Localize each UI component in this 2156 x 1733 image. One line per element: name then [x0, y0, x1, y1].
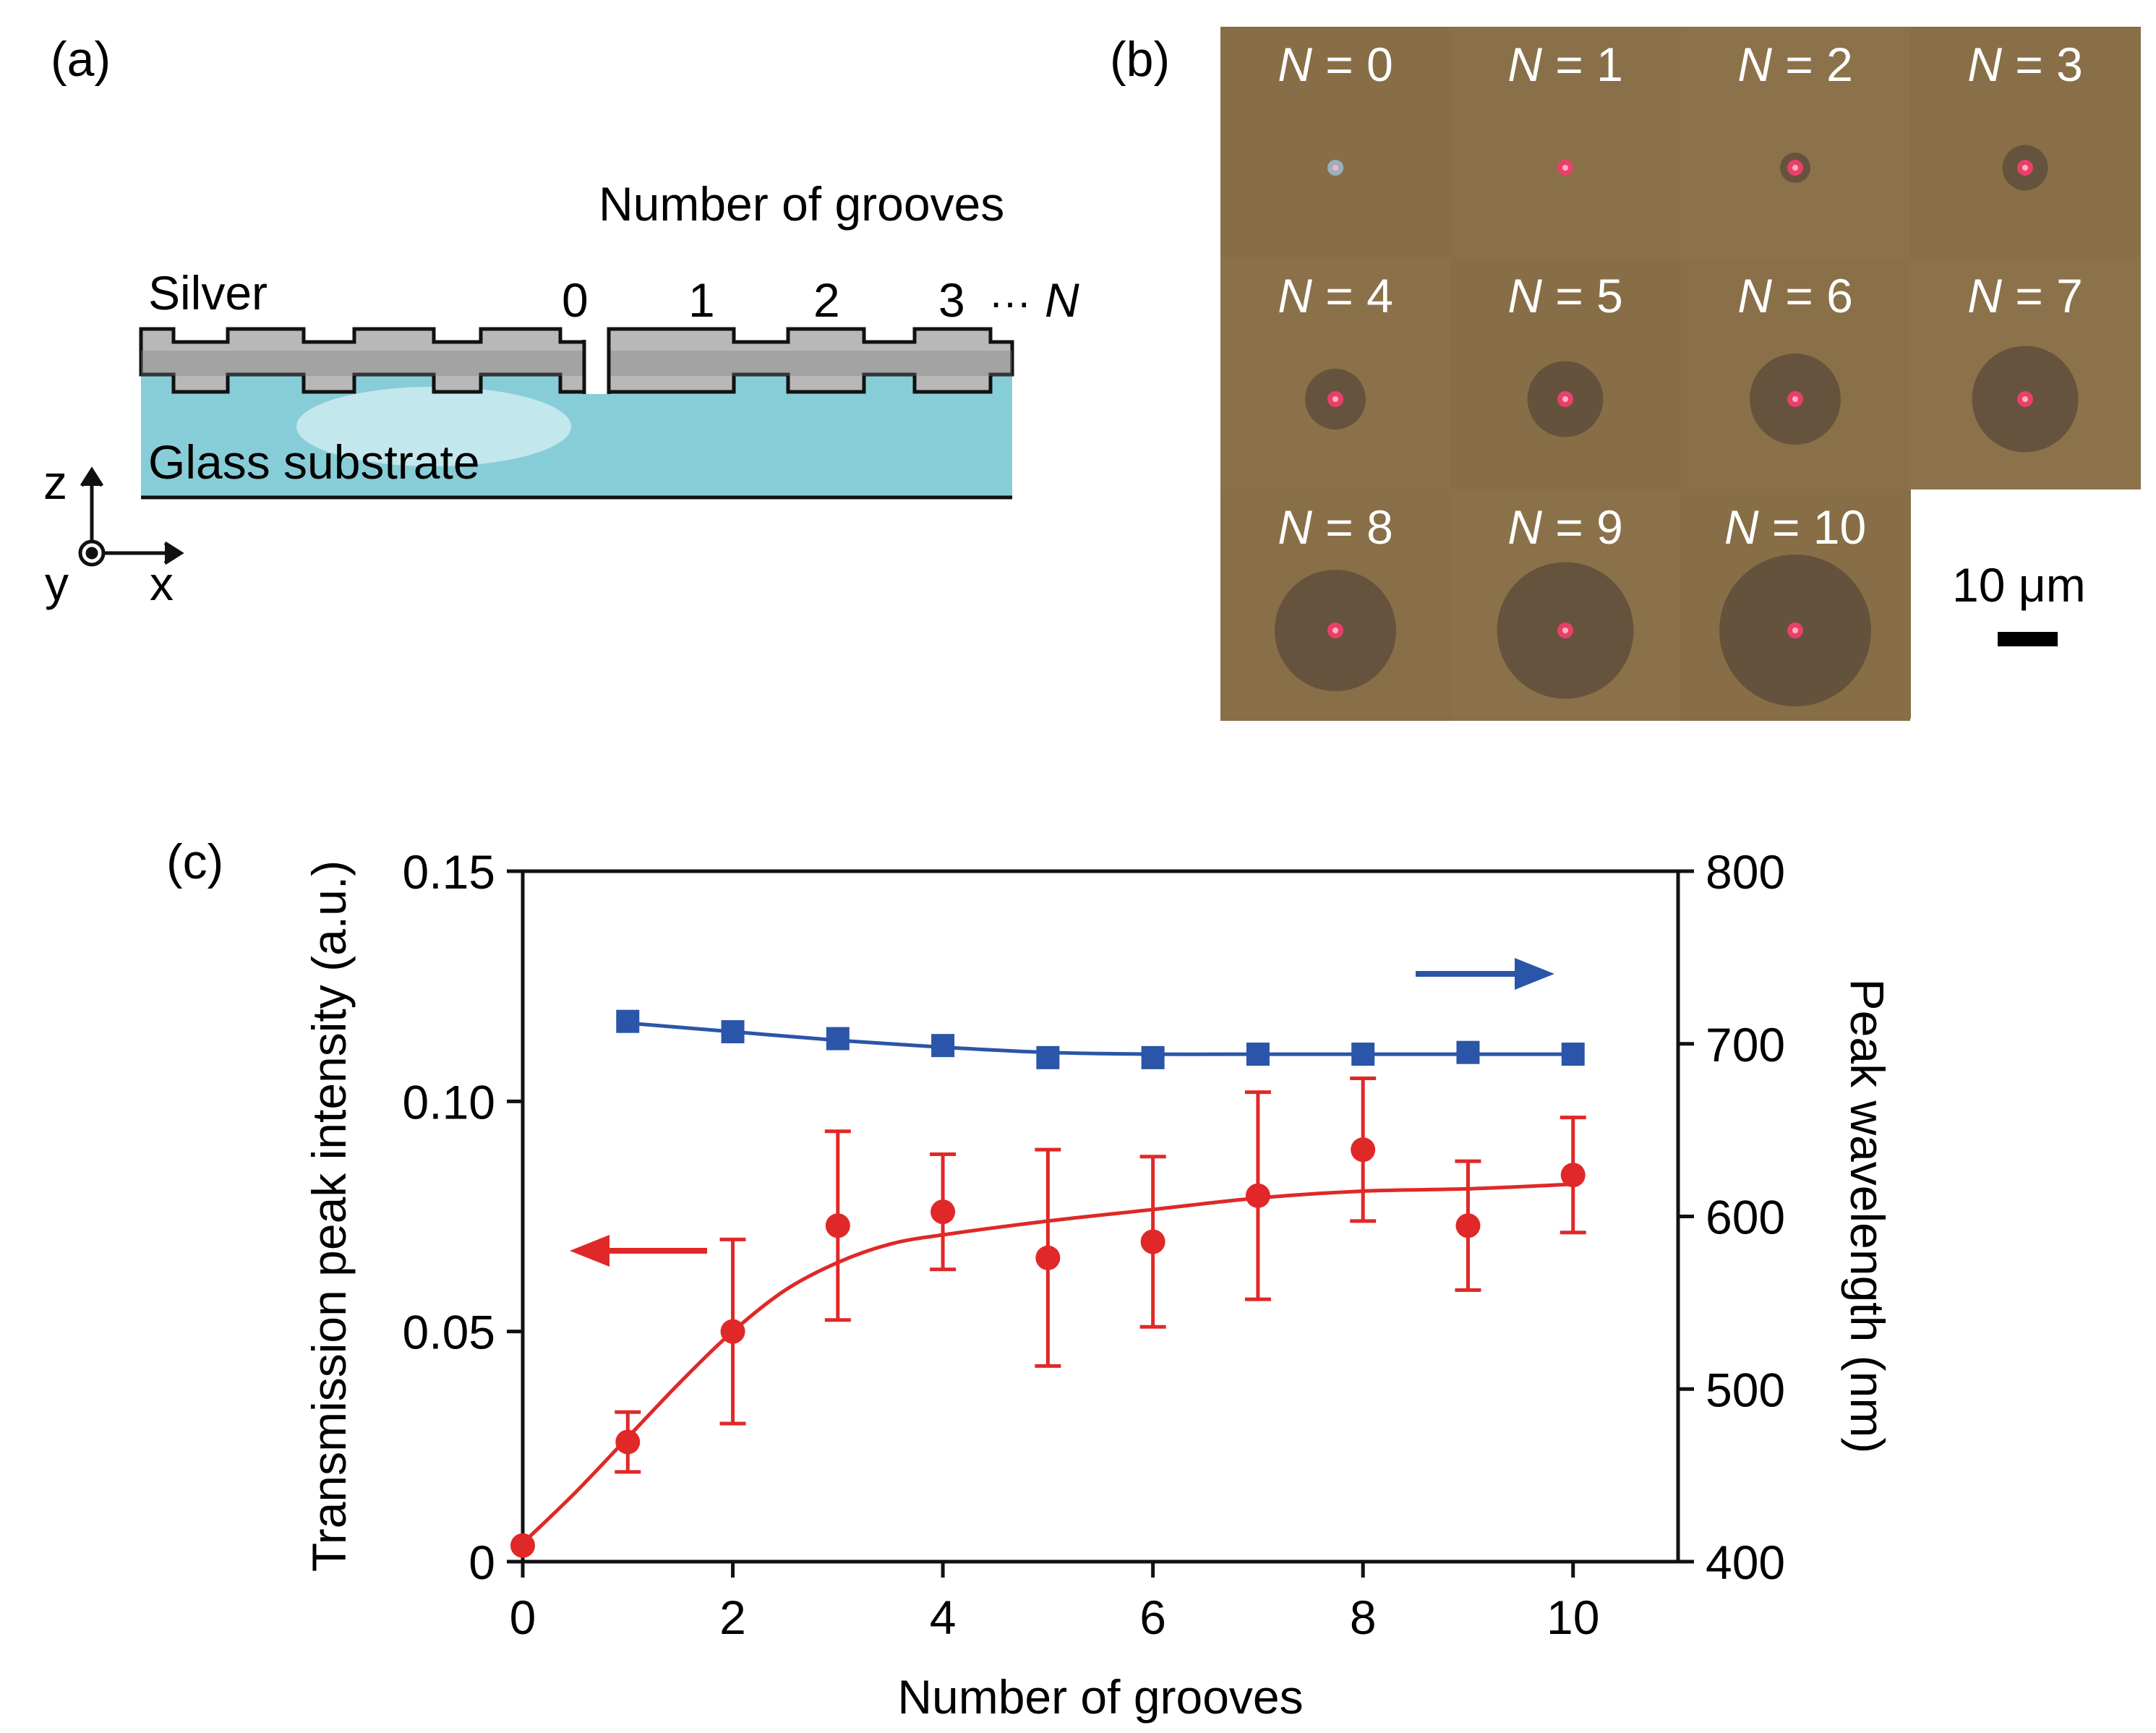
y-right-tick-label: 500: [1706, 1363, 1785, 1416]
ellipsis: ···: [989, 279, 1031, 326]
slit-gap: [586, 340, 607, 394]
series-left: [510, 1077, 1586, 1558]
tile-label: N = 0: [1278, 38, 1393, 91]
y-right-tick-label: 600: [1706, 1191, 1785, 1244]
tile-label: N = 4: [1278, 269, 1393, 322]
silver-shading: [141, 351, 1012, 376]
micrograph-tiles: N = 0 N = 1 N = 2 N = 3 N = 4 N = 5 N = 6 N = 7…: [1220, 27, 2140, 721]
scale-bar: [1998, 632, 2058, 646]
data-point: [1245, 1183, 1270, 1208]
groove-number-2: 2: [813, 273, 840, 327]
panel-c-label: (c): [166, 834, 223, 889]
micrograph-tile-6: N = 6: [1680, 258, 1910, 489]
tile-label: N = 9: [1507, 500, 1623, 554]
y-left-tick-label: 0.15: [403, 845, 495, 899]
tile-label: N = 6: [1737, 269, 1853, 322]
groove-number-0: 0: [562, 273, 589, 327]
y-left-tick-label: 0.05: [403, 1306, 495, 1359]
data-point: [826, 1027, 850, 1051]
data-point: [616, 1009, 640, 1033]
blue-arrow: [1416, 958, 1554, 990]
y-left-tick-label: 0.10: [403, 1075, 495, 1129]
data-series: [510, 1009, 1586, 1558]
data-point: [1455, 1213, 1481, 1238]
data-point: [1351, 1137, 1376, 1163]
series-right: [616, 1009, 1585, 1069]
data-point: [1141, 1045, 1165, 1069]
data-point: [1456, 1040, 1480, 1064]
tile-label: N = 1: [1507, 38, 1623, 91]
glass-highlight: [296, 387, 571, 466]
axis-ticks: 0 2 4 6 8 10 0 0.05 0.10 0.15 400 500 600 700 800: [403, 845, 1786, 1644]
panel-a-title: Number of grooves: [599, 177, 1004, 231]
fit-curve: [628, 1021, 1573, 1056]
data-point: [931, 1199, 956, 1225]
silver-label: Silver: [148, 266, 268, 320]
tile-label: N = 8: [1278, 500, 1393, 554]
red-arrow: [570, 1235, 707, 1267]
data-point: [510, 1533, 535, 1558]
micrograph-tile-3: N = 3: [1910, 27, 2140, 258]
micrograph-tile-10: N = 10: [1680, 489, 1910, 721]
micrograph-tile-0: N = 0: [1220, 27, 1450, 258]
axis-z-label: z: [43, 455, 67, 509]
x-tick-label: 4: [930, 1591, 957, 1644]
groove-number-1: 1: [688, 273, 715, 327]
n-symbol: N: [1045, 273, 1079, 327]
x-axis-label: Number of grooves: [897, 1670, 1303, 1724]
data-point: [615, 1429, 641, 1455]
fit-curve: [521, 1182, 1573, 1545]
panel-a-label: (a): [51, 32, 111, 87]
micrograph-tile-7: N = 7: [1910, 258, 2140, 489]
tile-label: N = 5: [1507, 269, 1623, 322]
x-tick-label: 8: [1350, 1591, 1377, 1644]
x-tick-label: 10: [1547, 1591, 1599, 1644]
y-axis-left-label: Transmission peak intensity (a.u.): [302, 860, 356, 1572]
tile-label: N = 7: [1967, 269, 2083, 322]
y-axis-right-label: Peak wavelength (nm): [1841, 979, 1894, 1454]
micrograph-tile-2: N = 2: [1680, 27, 1910, 258]
data-point: [1140, 1229, 1165, 1254]
data-point: [1560, 1163, 1586, 1188]
tile-label: N = 2: [1737, 38, 1853, 91]
x-tick-label: 0: [510, 1591, 536, 1644]
tile-label: N = 10: [1724, 500, 1866, 554]
micrograph-tile-8: N = 8: [1220, 489, 1450, 721]
x-tick-label: 6: [1139, 1591, 1166, 1644]
data-point: [931, 1034, 955, 1058]
data-point: [1246, 1043, 1270, 1066]
data-point: [720, 1319, 745, 1344]
data-point: [721, 1020, 745, 1044]
panel-a: (a) Number of grooves Silver Glass subst…: [43, 32, 1079, 610]
y-right-tick-label: 700: [1706, 1018, 1785, 1071]
micrograph-tile-9: N = 9: [1450, 489, 1680, 721]
axis-y-label: y: [45, 557, 69, 610]
tile-label: N = 3: [1967, 38, 2083, 91]
scale-bar-label: 10 μm: [1952, 558, 2086, 612]
data-point: [825, 1213, 850, 1238]
axis-x-label: x: [150, 557, 174, 610]
micrograph-tile-5: N = 5: [1450, 258, 1680, 489]
glass-label: Glass substrate: [148, 435, 480, 489]
coordinate-axes: [78, 466, 184, 567]
groove-number-3: 3: [938, 273, 965, 327]
y-left-tick-label: 0: [469, 1536, 495, 1589]
data-point: [1561, 1043, 1585, 1066]
micrograph-tile-4: N = 4: [1220, 258, 1450, 489]
data-point: [1351, 1043, 1375, 1066]
data-point: [1035, 1245, 1061, 1270]
y-right-tick-label: 800: [1706, 845, 1785, 899]
x-tick-label: 2: [719, 1591, 746, 1644]
y-right-tick-label: 400: [1706, 1536, 1785, 1589]
panel-b-label: (b): [1110, 32, 1170, 87]
data-point: [1036, 1045, 1060, 1069]
panel-c: (c) 0 2 4 6 8 1000.050.100.15400500600700800 …: [166, 834, 1894, 1724]
micrograph-tile-1: N = 1: [1450, 27, 1680, 258]
silver-film: [139, 327, 1014, 394]
